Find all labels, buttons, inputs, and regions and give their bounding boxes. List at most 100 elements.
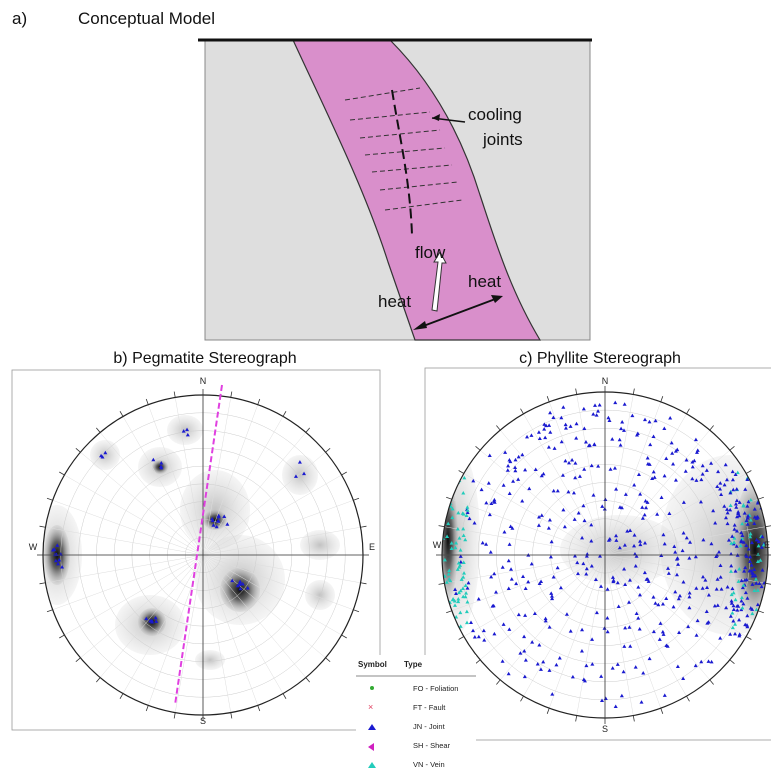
- pole-point: [696, 448, 700, 452]
- pole-point: [522, 635, 526, 639]
- rim-tick: [174, 713, 175, 719]
- pole-point: [477, 597, 481, 601]
- pole-point: [520, 499, 524, 503]
- pole-point: [501, 565, 505, 569]
- pole-point: [526, 580, 530, 584]
- pole-point: [573, 461, 577, 465]
- compass-label: N: [200, 376, 207, 386]
- pole-point: [573, 517, 577, 521]
- pole-point: [553, 446, 557, 450]
- pole-point: [537, 523, 541, 527]
- rim-tick: [40, 526, 46, 527]
- pole-point: [477, 635, 481, 639]
- pole-point: [469, 620, 473, 624]
- pole-point: [449, 485, 453, 489]
- pole-point: [445, 621, 449, 625]
- pole-point: [514, 582, 518, 586]
- pole-point: [619, 427, 623, 431]
- pole-point: [517, 455, 521, 459]
- pole-point: [636, 585, 640, 589]
- pole-point: [513, 469, 517, 473]
- rim-tick: [146, 705, 148, 711]
- pole-point: [759, 619, 763, 623]
- pole-point: [484, 501, 488, 505]
- rim-tick: [496, 426, 500, 431]
- rim-tick: [306, 678, 310, 683]
- pole-point: [663, 693, 667, 697]
- pole-point: [442, 468, 446, 472]
- pole-point: [538, 436, 542, 440]
- pole-point: [663, 474, 667, 478]
- pole-point: [506, 468, 510, 472]
- pole-point: [488, 513, 492, 517]
- pole-point: [527, 487, 531, 491]
- pole-point: [643, 418, 647, 422]
- pole-point: [760, 631, 764, 635]
- rim-tick: [283, 694, 286, 699]
- pole-point: [516, 477, 520, 481]
- rim-tick: [326, 658, 331, 662]
- rim-tick: [521, 409, 524, 414]
- pole-point: [507, 587, 511, 591]
- pole-point: [613, 466, 617, 470]
- pole-point: [513, 458, 517, 462]
- pole-point: [502, 530, 506, 534]
- pole-point: [502, 483, 506, 487]
- rim-tick: [576, 389, 577, 395]
- rim-tick: [361, 526, 367, 527]
- legend-entry: FO - Foliation: [413, 684, 458, 693]
- pole-point: [648, 657, 652, 661]
- pole-point: [600, 504, 604, 508]
- pole-point: [554, 663, 558, 667]
- pole-point: [606, 416, 610, 420]
- legend-header: Type: [404, 660, 423, 669]
- rim-tick: [766, 583, 771, 584]
- rim-tick: [342, 635, 347, 638]
- pole-point: [653, 601, 657, 605]
- rim-tick: [730, 660, 735, 664]
- pole-point: [600, 698, 604, 702]
- pole-point: [508, 491, 512, 495]
- rim-tick: [547, 396, 549, 402]
- rim-tick: [306, 428, 310, 433]
- pole-point: [501, 659, 505, 663]
- pole-point: [567, 461, 571, 465]
- pole-point: [637, 472, 641, 476]
- rim-tick: [758, 497, 764, 499]
- rim-tick: [146, 399, 148, 405]
- pole-point: [507, 458, 511, 462]
- pole-point: [482, 629, 486, 633]
- pole-point: [584, 664, 588, 668]
- pole-point: [534, 468, 538, 472]
- pole-point: [640, 505, 644, 509]
- pole-point: [759, 490, 763, 494]
- pole-point: [550, 692, 554, 696]
- rim-tick: [47, 498, 53, 500]
- pole-point: [482, 638, 486, 642]
- pole-point: [582, 427, 586, 431]
- rim-tick: [283, 411, 286, 416]
- pole-point: [609, 467, 613, 471]
- pole-point: [653, 475, 657, 479]
- rim-tick: [40, 583, 46, 584]
- rim-tick: [47, 610, 53, 612]
- pole-point: [448, 450, 452, 454]
- pole-point: [487, 481, 491, 485]
- pole-point: [448, 456, 452, 460]
- rim-tick: [231, 392, 232, 398]
- pole-point: [636, 616, 640, 620]
- pole-point: [502, 622, 506, 626]
- legend-header: Symbol: [358, 660, 387, 669]
- pole-point: [548, 430, 552, 434]
- rim-tick: [710, 426, 714, 431]
- rim-tick: [746, 637, 751, 640]
- pole-point: [580, 649, 584, 653]
- pole-point: [595, 611, 599, 615]
- pole-point: [549, 555, 553, 559]
- pole-point: [694, 664, 698, 668]
- pole-point: [750, 471, 754, 475]
- pole-point: [539, 667, 543, 671]
- pole-point: [448, 462, 452, 466]
- pole-point: [571, 675, 575, 679]
- pole-point: [530, 640, 534, 644]
